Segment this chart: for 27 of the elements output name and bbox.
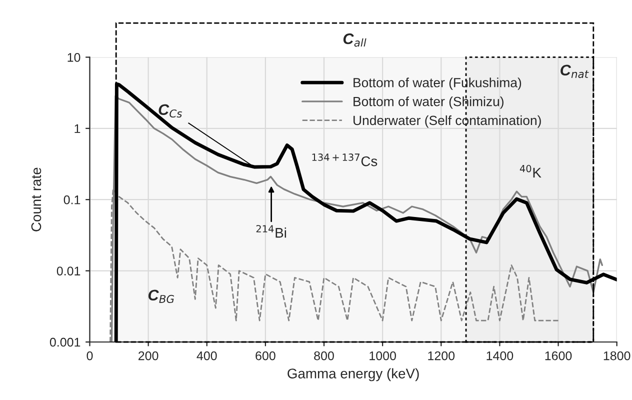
x-tick-label: 600: [256, 351, 276, 360]
x-tick-label: 0: [86, 351, 93, 360]
x-tick-label: 1200: [428, 351, 455, 360]
band-label: C$_{all}$: [343, 33, 366, 47]
y-tick-label: 0.1: [64, 195, 80, 204]
y-tick-label: 0.01: [56, 266, 80, 276]
band-label: C$_{nat}$: [560, 64, 589, 78]
y-tick-label: 1: [74, 124, 80, 133]
y-tick-label: 10: [68, 53, 80, 62]
x-axis-title: Gamma energy (keV): [288, 368, 419, 382]
x-tick-label: 200: [138, 351, 158, 360]
legend-label: Bottom of water (Fukushima): [354, 78, 522, 90]
y-tick-label: 0.001: [50, 338, 80, 347]
y-axis-title: Count rate: [31, 168, 42, 232]
x-tick-label: 400: [196, 351, 217, 360]
annotation: C$_{BG}$: [148, 290, 174, 304]
x-tick-label: 1600: [545, 351, 572, 360]
legend-label: Underwater (Self contamination): [354, 115, 541, 128]
annotation: C$_{Cs}$: [158, 104, 182, 118]
x-tick-label: 1400: [486, 351, 514, 360]
x-tick-label: 800: [314, 351, 334, 360]
x-tick-label: 1000: [370, 351, 396, 360]
legend-label: Bottom of water (Shimizu): [354, 96, 504, 109]
x-tick-label: 1800: [604, 351, 630, 360]
annotation: $^{134+137}$Cs: [312, 154, 378, 166]
annotation: $^{214}$Bi: [256, 225, 286, 238]
annotation: $^{40}$K: [520, 164, 542, 178]
